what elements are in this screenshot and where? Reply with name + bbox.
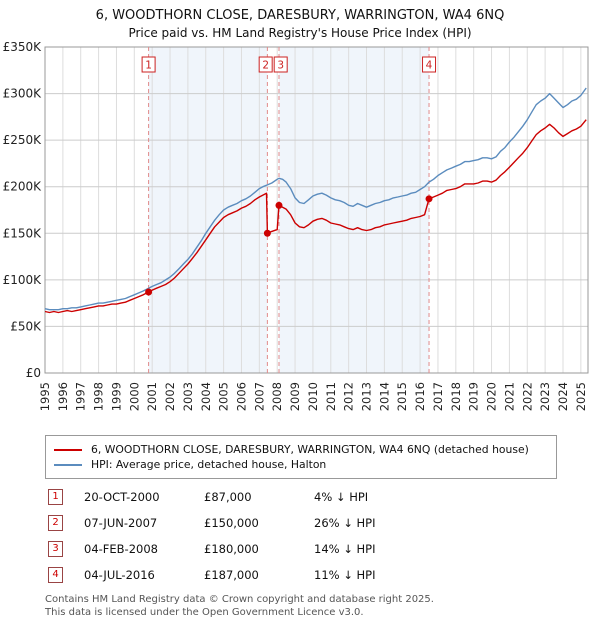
sale-price: £150,000 bbox=[204, 516, 259, 531]
legend-item-property: 6, WOODTHORN CLOSE, DARESBURY, WARRINGTO… bbox=[54, 443, 548, 456]
x-tick-label: 2005 bbox=[217, 382, 231, 411]
legend-label-hpi: HPI: Average price, detached house, Halt… bbox=[91, 458, 327, 472]
x-tick-label: 2019 bbox=[467, 382, 481, 411]
sales-table: 1 20-OCT-2000 £87,000 4% ↓ HPI 2 07-JUN-2007 £… bbox=[48, 489, 600, 584]
sale-row: 3 04-FEB-2008 £180,000 14% ↓ HPI bbox=[48, 541, 600, 558]
x-tick-label: 2003 bbox=[181, 382, 195, 411]
footer: Contains HM Land Registry data © Crown c… bbox=[45, 593, 600, 619]
x-tick-label: 2012 bbox=[342, 382, 356, 411]
sale-period-band bbox=[148, 47, 268, 374]
y-tick-label: £100K bbox=[3, 273, 43, 287]
x-tick-label: 2008 bbox=[270, 382, 284, 411]
sale-marker bbox=[425, 195, 433, 203]
sale-flag-box bbox=[273, 56, 288, 73]
x-tick-label: 2009 bbox=[288, 382, 302, 411]
property-line-swatch bbox=[54, 448, 82, 451]
sale-marker bbox=[145, 288, 153, 296]
x-tick-label: 2016 bbox=[413, 382, 427, 411]
x-tick-label: 2024 bbox=[556, 382, 570, 411]
x-tick-label: 2018 bbox=[449, 382, 463, 411]
legend-item-hpi: HPI: Average price, detached house, Halt… bbox=[54, 458, 548, 471]
plot-border bbox=[44, 46, 589, 374]
y-tick-label: £250K bbox=[3, 134, 43, 148]
sale-number-badge: 1 bbox=[48, 489, 63, 506]
hpi-line bbox=[44, 87, 587, 311]
sale-hpi-delta: 11% ↓ HPI bbox=[314, 568, 376, 583]
sale-period-band bbox=[278, 47, 430, 374]
x-tick-label: 2023 bbox=[538, 382, 552, 411]
sale-flag-number: 3 bbox=[277, 60, 284, 72]
sale-marker bbox=[263, 230, 271, 238]
y-tick-label: £300K bbox=[3, 87, 43, 101]
x-tick-label: 1997 bbox=[74, 382, 88, 411]
y-tick-label: £150K bbox=[3, 227, 43, 241]
sale-date: 04-FEB-2008 bbox=[84, 542, 158, 557]
sale-flag-number: 2 bbox=[262, 60, 269, 72]
page-subtitle: Price paid vs. HM Land Registry's House … bbox=[128, 26, 472, 41]
x-tick-label: 2001 bbox=[145, 382, 159, 411]
y-tick-label: £200K bbox=[3, 180, 43, 194]
x-tick-label: 2007 bbox=[252, 382, 266, 411]
page-title: 6, WOODTHORN CLOSE, DARESBURY, WARRINGTO… bbox=[95, 8, 505, 23]
sale-hpi-delta: 14% ↓ HPI bbox=[314, 542, 376, 557]
sale-row: 2 07-JUN-2007 £150,000 26% ↓ HPI bbox=[48, 515, 600, 532]
sale-date: 07-JUN-2007 bbox=[84, 516, 158, 531]
x-tick-label: 1995 bbox=[38, 382, 52, 411]
x-tick-label: 2010 bbox=[306, 382, 320, 411]
sale-marker bbox=[275, 202, 283, 210]
sale-date: 04-JUL-2016 bbox=[84, 568, 155, 583]
chart-legend: 6, WOODTHORN CLOSE, DARESBURY, WARRINGTO… bbox=[45, 435, 557, 480]
footer-line-2: This data is licensed under the Open Gov… bbox=[45, 607, 364, 619]
x-tick-label: 1998 bbox=[92, 382, 106, 411]
x-tick-label: 2020 bbox=[485, 382, 499, 411]
sale-flag-number: 1 bbox=[145, 60, 152, 72]
x-tick-label: 1999 bbox=[109, 382, 123, 411]
price-chart: £0 £50K £100K £150K £200K £250K £300K £350K 1995… bbox=[3, 41, 589, 412]
x-tick-label: 2014 bbox=[377, 382, 391, 411]
x-tick-label: 2015 bbox=[395, 382, 409, 411]
hpi-line-swatch bbox=[54, 463, 82, 466]
sale-flag-box bbox=[258, 56, 273, 73]
x-tick-label: 1996 bbox=[56, 382, 70, 411]
x-tick-label: 2017 bbox=[431, 382, 445, 411]
sale-flag-box bbox=[422, 56, 437, 73]
property-price-line bbox=[44, 119, 587, 314]
legend-label-property: 6, WOODTHORN CLOSE, DARESBURY, WARRINGTO… bbox=[91, 443, 529, 457]
sale-row: 4 04-JUL-2016 £187,000 11% ↓ HPI bbox=[48, 567, 600, 584]
footer-line-1: Contains HM Land Registry data © Crown c… bbox=[45, 594, 434, 606]
x-tick-label: 2025 bbox=[574, 382, 588, 411]
y-tick-label: £50K bbox=[10, 320, 42, 334]
y-tick-label: £350K bbox=[3, 41, 43, 54]
sale-flag-number: 4 bbox=[426, 60, 433, 72]
sale-hpi-delta: 26% ↓ HPI bbox=[314, 516, 376, 531]
sale-number-badge: 3 bbox=[48, 541, 63, 558]
x-tick-label: 2006 bbox=[234, 382, 248, 411]
x-tick-label: 2011 bbox=[324, 382, 338, 411]
chart-header: 6, WOODTHORN CLOSE, DARESBURY, WARRINGTO… bbox=[0, 0, 600, 41]
x-tick-label: 2013 bbox=[360, 382, 374, 411]
x-tick-label: 2022 bbox=[520, 382, 534, 411]
x-tick-label: 2004 bbox=[199, 382, 213, 411]
sale-price: £87,000 bbox=[204, 490, 252, 505]
sale-hpi-delta: 4% ↓ HPI bbox=[314, 490, 369, 505]
sale-price: £187,000 bbox=[204, 568, 259, 583]
x-tick-label: 2000 bbox=[127, 382, 141, 411]
sale-number-badge: 4 bbox=[48, 567, 63, 584]
x-tick-label: 2021 bbox=[502, 382, 516, 411]
x-tick-label: 2002 bbox=[163, 382, 177, 411]
sale-price: £180,000 bbox=[204, 542, 259, 557]
sale-number-badge: 2 bbox=[48, 515, 63, 532]
y-tick-label: £0 bbox=[26, 366, 41, 380]
sale-flag-box bbox=[141, 56, 156, 73]
sale-date: 20-OCT-2000 bbox=[84, 490, 160, 505]
sale-row: 1 20-OCT-2000 £87,000 4% ↓ HPI bbox=[48, 489, 600, 506]
